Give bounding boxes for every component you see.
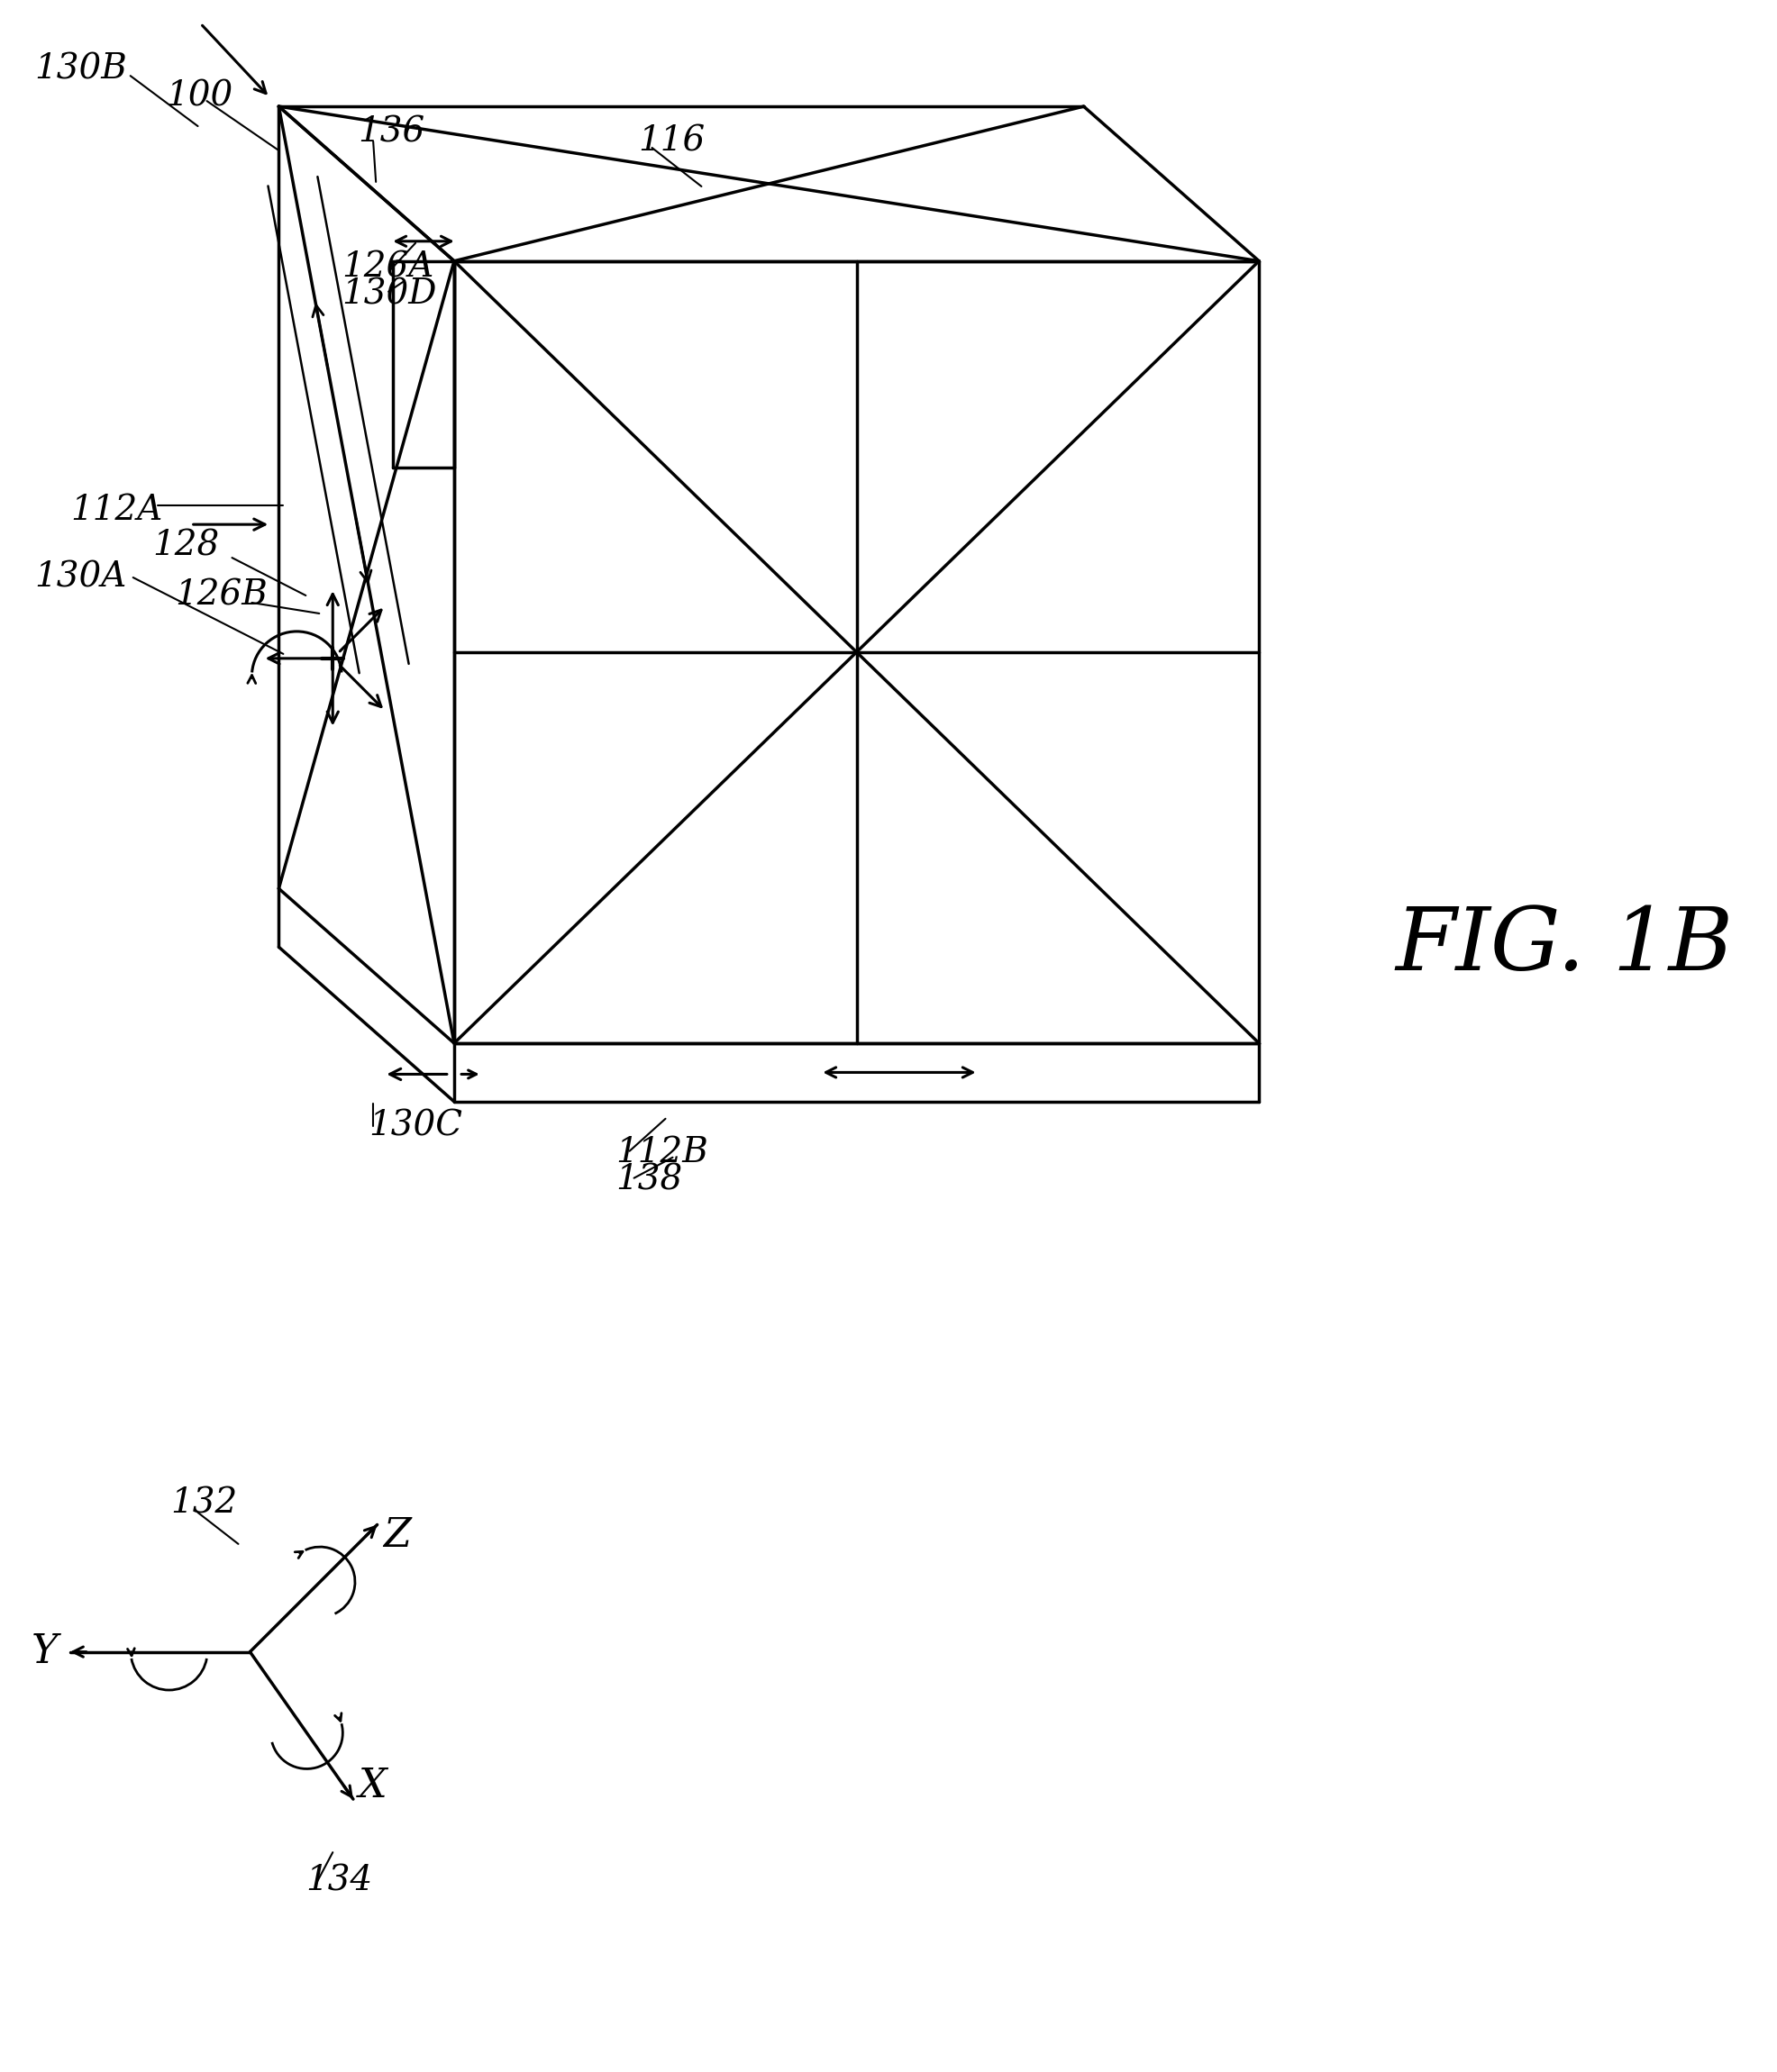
Text: 128: 128: [153, 528, 220, 564]
Text: 136: 136: [357, 116, 425, 149]
Text: 112A: 112A: [69, 493, 162, 526]
Text: 130B: 130B: [34, 54, 126, 87]
Text: 112B: 112B: [617, 1135, 709, 1169]
Text: 130D: 130D: [341, 278, 437, 311]
Text: Z: Z: [384, 1517, 410, 1554]
Text: 126A: 126A: [341, 251, 434, 284]
Text: 130C: 130C: [368, 1109, 462, 1142]
Text: 100: 100: [167, 81, 233, 114]
Text: FIG. 1B: FIG. 1B: [1395, 903, 1734, 988]
Text: 132: 132: [171, 1488, 238, 1521]
Text: Y: Y: [32, 1633, 59, 1672]
Text: 134: 134: [306, 1865, 373, 1898]
Text: X: X: [359, 1765, 387, 1805]
Text: 116: 116: [638, 124, 705, 157]
Text: 138: 138: [617, 1162, 682, 1196]
Text: 130A: 130A: [34, 562, 126, 595]
Text: 126B: 126B: [176, 578, 268, 611]
